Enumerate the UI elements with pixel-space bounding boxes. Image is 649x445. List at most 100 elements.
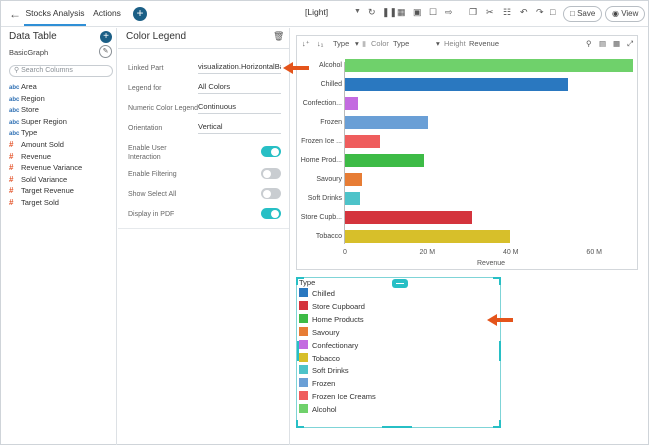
display-in-pdf-toggle[interactable] (261, 208, 281, 219)
legend-item[interactable]: Home Products (299, 313, 364, 325)
sort-icon[interactable]: ↓⁺ (302, 39, 310, 48)
color-legend[interactable]: Type Chilled Store Cupboard Home Products S… (296, 277, 501, 428)
legend-item[interactable]: Tobacco (299, 352, 340, 364)
table-icon[interactable]: ▦ (613, 39, 621, 48)
legend-item[interactable]: Frozen Ice Creams (299, 391, 376, 402)
cut-icon[interactable]: ✂ (486, 7, 494, 17)
trash-icon[interactable]: 🗑 (273, 31, 285, 41)
data-source-name[interactable]: BasicGraph (9, 48, 49, 57)
field-item[interactable]: # Amount Sold (9, 139, 64, 150)
add-data-button[interactable]: + (100, 31, 112, 43)
bar[interactable] (345, 211, 473, 224)
divider (118, 228, 289, 229)
arrow-left-icon[interactable]: ← (9, 7, 21, 21)
redo-icon[interactable]: ↷ (536, 7, 544, 17)
field-item[interactable]: abc Super Region (9, 116, 67, 127)
legend-item[interactable]: Store Cupboard (299, 300, 365, 312)
bar[interactable] (345, 78, 569, 91)
legend-item[interactable]: Alcohol (299, 404, 337, 415)
field-item[interactable]: # Sold Variance (9, 174, 67, 185)
bar[interactable] (345, 230, 510, 243)
bar[interactable] (345, 192, 360, 205)
horizontal-bar-chart[interactable]: ↓⁺ ↓₁ Type ▾ ▮ Color Type ▾ Height Reven… (296, 35, 638, 270)
corner-handle[interactable] (296, 420, 304, 428)
toggle-knob (271, 147, 279, 156)
bookmark-icon[interactable]: ☐ (429, 7, 438, 17)
bar[interactable] (345, 135, 381, 148)
text-type-icon: abc (9, 96, 20, 103)
enable-user-interaction-toggle[interactable] (261, 146, 281, 157)
resize-handle-bottom[interactable] (382, 426, 412, 428)
paste-icon[interactable]: ☷ (503, 7, 512, 17)
field-name: Target Revenue (21, 186, 74, 196)
legend-item[interactable]: Confectionary (299, 339, 358, 351)
view-button[interactable]: ◉ View (605, 6, 646, 22)
show-select-all-toggle[interactable] (261, 188, 281, 199)
tab-stocks-analysis[interactable]: Stocks Analysis (24, 1, 86, 26)
field-item[interactable]: # Revenue Variance (9, 162, 82, 173)
corner-handle[interactable] (493, 277, 501, 285)
filter-icon[interactable]: ▤ (599, 39, 607, 48)
legend-item[interactable]: Savoury (299, 326, 340, 338)
copy-icon[interactable]: ❐ (469, 7, 478, 17)
drag-handle[interactable] (392, 279, 408, 288)
refresh-icon[interactable]: ↻ (368, 7, 376, 17)
color-value[interactable]: Type (393, 39, 410, 48)
show-select-all-label: Show Select All (128, 191, 177, 198)
field-item[interactable]: # Target Sold (9, 197, 59, 208)
bar[interactable] (345, 173, 362, 186)
field-item[interactable]: # Revenue (9, 151, 51, 162)
chevron-down-icon[interactable]: ▾ (436, 39, 440, 48)
field-name: Store (21, 105, 39, 115)
theme-select[interactable]: [Light] (305, 7, 329, 17)
chevron-down-icon[interactable]: ▼ (354, 8, 361, 15)
field-item[interactable]: abc Store (9, 104, 39, 115)
export-icon[interactable]: ⇨ (445, 7, 453, 17)
resize-handle-left[interactable] (297, 341, 299, 361)
tab-actions[interactable]: Actions (93, 8, 121, 18)
undo-icon[interactable]: ↶ (520, 7, 528, 17)
height-label: Height (444, 39, 466, 48)
corner-handle[interactable] (296, 277, 304, 285)
legend-item[interactable]: Chilled (299, 288, 335, 299)
edit-pencil-icon[interactable]: ✎ (99, 45, 112, 58)
color-swatch (299, 391, 308, 401)
legend-item-label: Home Products (312, 314, 364, 324)
legend-item-label: Soft Drinks (312, 366, 349, 376)
search-input[interactable]: ⚲ Search Columns (9, 65, 113, 77)
field-name: Sold Variance (21, 174, 68, 184)
numeric-color-legend-field[interactable]: Continuous (198, 100, 281, 114)
bar[interactable] (345, 59, 633, 72)
sort-type-value[interactable]: Type (333, 39, 350, 48)
expand-icon[interactable]: ⤢ (627, 39, 633, 48)
field-item[interactable]: abc Region (9, 93, 45, 104)
save-button[interactable]: □ Save (563, 6, 603, 22)
comment-icon[interactable]: □ (550, 7, 556, 17)
corner-handle[interactable] (493, 420, 501, 428)
orientation-field[interactable]: Vertical (198, 120, 281, 134)
resize-handle-right[interactable] (499, 341, 501, 361)
grid-icon[interactable]: ▦ (397, 7, 406, 17)
field-item[interactable]: # Target Revenue (9, 185, 74, 196)
sort-desc-icon[interactable]: ↓₁ (317, 39, 324, 48)
x-tick-label: 60 M (586, 249, 602, 256)
bar[interactable] (345, 154, 425, 167)
chevron-down-icon[interactable]: ▾ (355, 39, 359, 48)
height-value[interactable]: Revenue (469, 39, 500, 48)
category-label: Soft Drinks (307, 195, 342, 202)
pause-icon[interactable]: ❚❚ (382, 7, 398, 17)
category-label: Frozen Ice ... (301, 138, 342, 145)
legend-item[interactable]: Frozen (299, 378, 335, 389)
field-item[interactable]: abc Type (9, 127, 37, 138)
image-icon[interactable]: ▣ (413, 7, 422, 17)
add-tab-button[interactable]: + (133, 7, 147, 21)
bar[interactable] (345, 116, 429, 129)
enable-filtering-toggle[interactable] (261, 168, 281, 179)
legend-item[interactable]: Soft Drinks (299, 365, 349, 376)
field-item[interactable]: abc Area (9, 81, 37, 92)
linked-part-field[interactable]: visualization.HorizontalBar (198, 60, 281, 74)
search-icon[interactable]: ⚲ (586, 39, 592, 48)
text-type-icon: abc (9, 85, 20, 91)
legend-for-field[interactable]: All Colors (198, 80, 281, 94)
bar[interactable] (345, 97, 358, 110)
